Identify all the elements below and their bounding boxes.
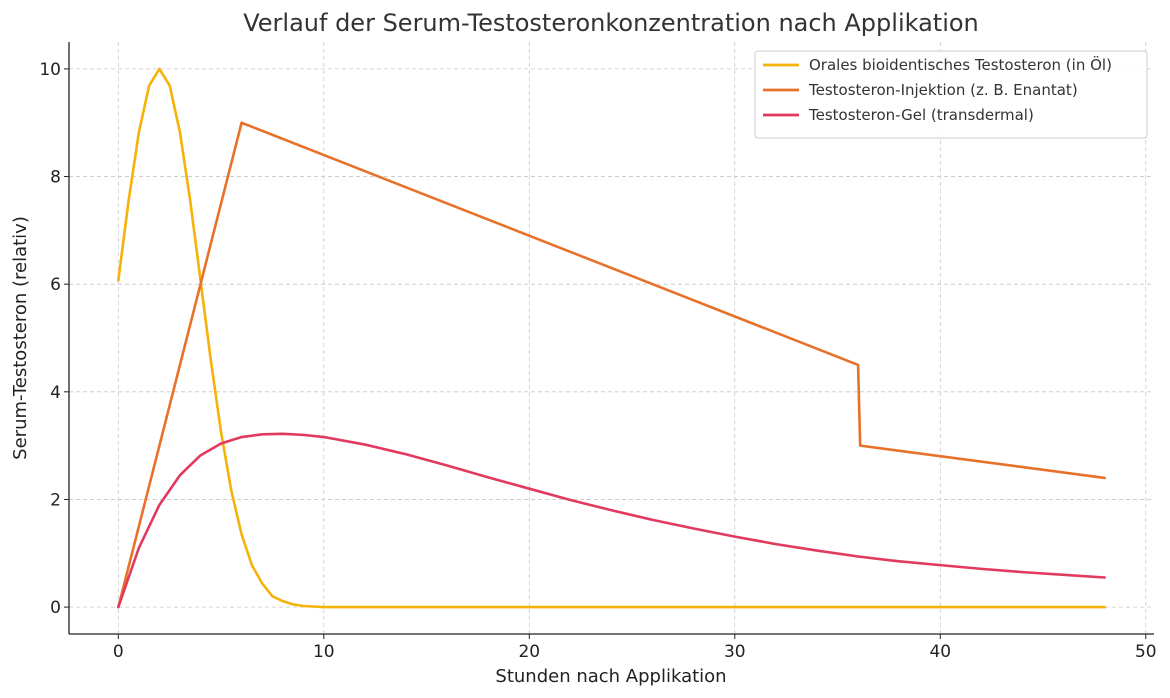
y-tick-label: 8 [50,168,61,188]
x-tick-label: 20 [518,642,540,662]
series-layer [117,67,1106,609]
legend-label: Orales bioidentisches Testosteron (in Öl… [809,55,1112,74]
series-line-1 [117,67,1106,609]
legend: Orales bioidentisches Testosteron (in Öl… [754,50,1148,139]
y-tick-label: 6 [50,275,61,295]
x-tick-label: 40 [929,642,951,662]
x-tick-label: 50 [1135,642,1157,662]
chart-title: Verlauf der Serum-Testosteronkonzentrati… [243,9,979,37]
x-axis-label: Stunden nach Applikation [495,666,726,687]
y-tick-label: 4 [50,383,61,403]
series-line-3 [117,432,1106,609]
y-axis-label: Serum-Testosteron (relativ) [10,216,31,460]
x-tick-label: 30 [724,642,746,662]
legend-label: Testosteron-Gel (transdermal) [808,106,1034,124]
series-line-2 [117,121,1106,609]
x-tick-label: 10 [313,642,335,662]
y-tick-label: 0 [50,598,61,618]
y-tick-label: 10 [39,60,61,80]
legend-box [754,50,1148,139]
y-tick-label: 2 [50,490,61,510]
legend-label: Testosteron-Injektion (z. B. Enantat) [808,81,1078,99]
axes: 0 10 20 30 40 50 0 2 4 6 8 10 [39,42,1157,662]
x-tick-label: 0 [113,642,124,662]
